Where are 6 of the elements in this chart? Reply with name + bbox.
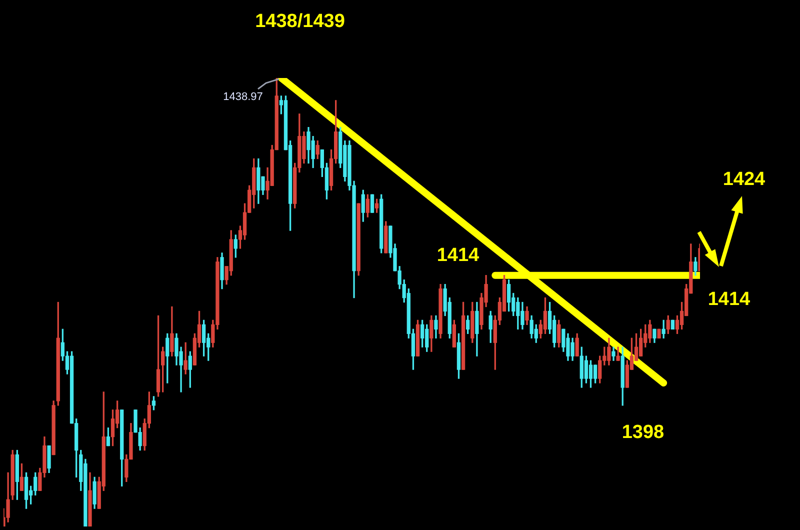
annotation: 1398 bbox=[622, 422, 664, 444]
annotation: 1438.97 bbox=[223, 91, 263, 104]
annotation: 1414 bbox=[436, 245, 480, 266]
text: 1438/1439 bbox=[255, 11, 345, 32]
text: 1414 bbox=[708, 289, 751, 310]
text: 1424 bbox=[722, 169, 766, 190]
